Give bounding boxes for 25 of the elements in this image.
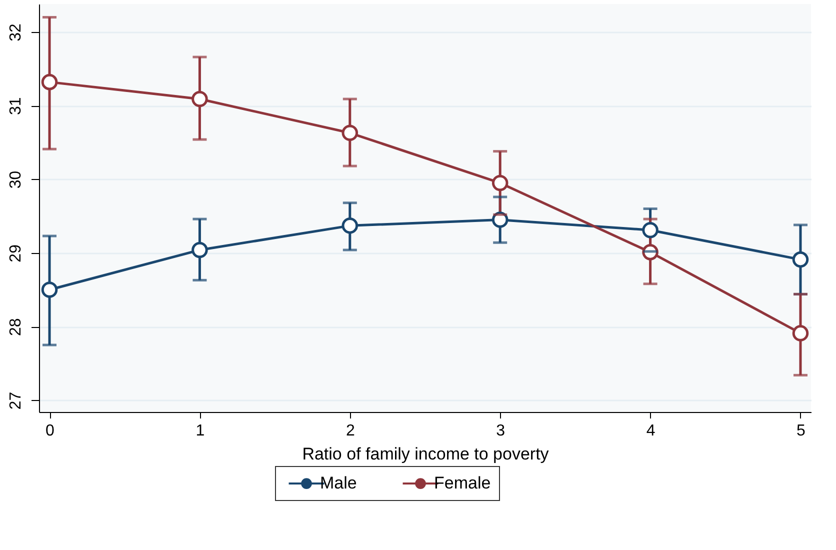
y-tick-label: 27 [8, 392, 24, 410]
legend-label: Female [434, 474, 491, 493]
x-tick-label: 5 [796, 422, 806, 440]
x-tick-label: 3 [496, 422, 506, 440]
x-tick-label: 4 [646, 422, 656, 440]
y-tick-label: 29 [8, 244, 24, 262]
x-tick-label: 0 [46, 422, 55, 440]
point [192, 90, 208, 108]
legend-label: Male [320, 474, 357, 493]
point [192, 242, 208, 258]
point [642, 222, 658, 238]
y-tick-label: 32 [8, 23, 24, 42]
point [342, 218, 358, 234]
point [41, 74, 58, 90]
point [41, 282, 58, 298]
x-axis-title: Ratio of family income to poverty [302, 444, 550, 464]
x-tick-label: 2 [346, 422, 355, 440]
y-tick-label: 30 [8, 170, 24, 189]
x-tick-label: 1 [196, 422, 205, 440]
y-tick-label: 31 [8, 97, 24, 116]
point [342, 124, 358, 142]
point [792, 251, 809, 268]
point [792, 325, 809, 342]
y-tick-label: 28 [8, 318, 24, 336]
point [492, 174, 508, 192]
